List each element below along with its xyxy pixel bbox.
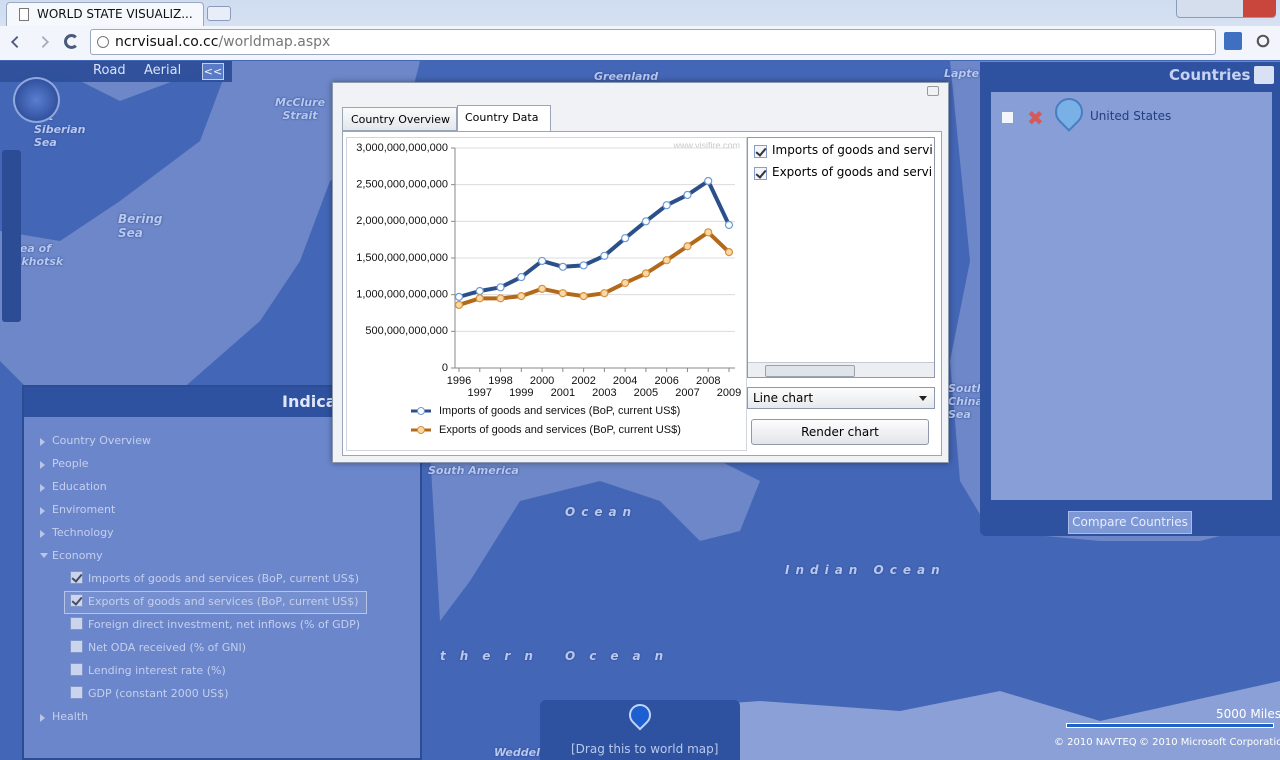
browser-chrome: WORLD STATE VISUALIZ... ncrvisual.co.cc/… <box>0 0 1280 60</box>
reload-button[interactable] <box>64 34 79 49</box>
scroll-thumb[interactable] <box>765 365 855 377</box>
series-checkbox[interactable] <box>754 145 767 158</box>
collapse-button[interactable] <box>1254 66 1274 84</box>
drag-hint: [Drag this to world map] <box>571 742 719 756</box>
url: ncrvisual.co.cc/worldmap.aspx <box>115 34 330 50</box>
new-tab[interactable] <box>207 6 231 21</box>
countries-panel: Countries ✖ United States Compare Countr… <box>980 62 1280 536</box>
tab[interactable]: Country Overview <box>342 107 457 131</box>
land <box>430 441 760 621</box>
indicator-item[interactable]: Net ODA received (% of GNI) <box>88 641 247 654</box>
road-button[interactable]: Road <box>93 63 126 78</box>
map-label: thern Ocean <box>440 649 678 663</box>
panel-title: Indica <box>282 392 337 411</box>
tab-title: WORLD STATE VISUALIZ... <box>37 7 193 21</box>
indicator-item[interactable]: Imports of goods and services (BoP, curr… <box>88 572 360 585</box>
indicator-item[interactable]: Exports of goods and services (BoP, curr… <box>88 595 359 608</box>
land <box>0 61 420 391</box>
render-button[interactable]: Render chart <box>751 419 929 445</box>
tree-group[interactable]: Technology <box>52 526 114 539</box>
tree-group[interactable]: Education <box>52 480 107 493</box>
tree-group[interactable]: Enviroment <box>52 503 116 516</box>
chart-dialog: Country Overview Country Data Imports of… <box>332 82 949 463</box>
forward-button[interactable] <box>37 36 49 48</box>
map-label: Bering Sea <box>118 212 163 240</box>
dropdown-arrow <box>919 396 927 401</box>
aerial-button[interactable]: Aerial <box>144 63 182 78</box>
indicator-checkbox[interactable] <box>70 617 83 630</box>
settings-button[interactable] <box>1256 34 1270 48</box>
series-checkbox[interactable] <box>754 167 767 180</box>
expander[interactable] <box>40 553 48 558</box>
map-label: McClure Strait <box>275 96 326 122</box>
tree-group[interactable]: Health <box>52 710 89 723</box>
selection <box>64 591 367 614</box>
map-label: Indian Ocean <box>785 563 946 577</box>
pin-icon <box>1049 92 1089 132</box>
series-list: Imports of goods and services Exports of… <box>747 137 935 378</box>
address-bar[interactable]: ncrvisual.co.cc/worldmap.aspx <box>90 29 1216 55</box>
scale-bar <box>1066 723 1274 728</box>
back-button[interactable] <box>11 36 23 48</box>
indicator-item[interactable]: Foreign direct investment, net inflows (… <box>88 618 360 631</box>
close-window[interactable] <box>1243 0 1276 17</box>
url-path: /worldmap.aspx <box>218 34 331 50</box>
toolbar: ncrvisual.co.cc/worldmap.aspx <box>0 26 1280 60</box>
tab[interactable]: WORLD STATE VISUALIZ... <box>6 2 204 26</box>
country-list: ✖ United States <box>991 92 1272 500</box>
expander[interactable] <box>40 461 45 469</box>
series-item[interactable]: Exports of goods and services <box>772 165 932 179</box>
collapse-button[interactable]: << <box>202 63 224 80</box>
page-icon <box>97 36 109 48</box>
tree-group[interactable]: Economy <box>52 549 103 562</box>
tree-group[interactable]: Country Overview <box>52 434 151 447</box>
map-scale: 5000 Miles <box>1216 707 1280 721</box>
scrollbar[interactable] <box>748 362 934 377</box>
indicator-checkbox[interactable] <box>70 571 83 584</box>
map-label: Sea of Okhotsk <box>12 242 64 268</box>
tree-group[interactable]: People <box>52 457 89 470</box>
map-style-bar: Road Aerial << <box>0 61 232 82</box>
pan-control[interactable] <box>13 77 60 123</box>
zoom-slider[interactable] <box>2 150 21 322</box>
indicator-item[interactable]: GDP (constant 2000 US$) <box>88 687 229 700</box>
expander[interactable] <box>40 438 45 446</box>
drag-pin-panel[interactable]: [Drag this to world map] <box>540 699 740 760</box>
map-label: South America <box>428 464 519 477</box>
compare-button[interactable]: Compare Countries <box>1068 511 1192 534</box>
expander[interactable] <box>40 530 45 538</box>
series-item[interactable]: Imports of goods and services <box>772 143 932 157</box>
country-checkbox[interactable] <box>1001 111 1014 124</box>
copyright: © 2010 Microsoft Corporation <box>1139 737 1280 748</box>
expander[interactable] <box>40 714 45 722</box>
window-controls[interactable] <box>1176 0 1276 18</box>
map-label: Ocean <box>565 505 638 519</box>
pin-icon[interactable] <box>624 699 656 731</box>
indicator-checkbox[interactable] <box>70 594 83 607</box>
indicator-checkbox[interactable] <box>70 640 83 653</box>
country-name[interactable]: United States <box>1090 109 1172 123</box>
expander[interactable] <box>40 507 45 515</box>
url-host: ncrvisual.co.cc <box>115 34 219 50</box>
close-dialog[interactable] <box>927 86 939 96</box>
chart-frame <box>346 137 747 451</box>
copyright: © 2010 NAVTEQ <box>1054 737 1137 748</box>
indicator-item[interactable]: Lending interest rate (%) <box>88 664 226 677</box>
dropdown-value: Line chart <box>753 391 814 405</box>
indicator-checkbox[interactable] <box>70 663 83 676</box>
download-button[interactable] <box>1224 32 1242 50</box>
remove-icon[interactable]: ✖ <box>1027 106 1044 130</box>
chart-type-dropdown[interactable]: Line chart <box>747 387 935 409</box>
map-label: South China Sea <box>948 382 985 421</box>
land <box>560 681 1280 760</box>
panel-title: Countries <box>1169 66 1251 84</box>
expander[interactable] <box>40 484 45 492</box>
tab-icon <box>19 8 29 21</box>
map-label: Greenland <box>594 70 659 83</box>
indicator-checkbox[interactable] <box>70 686 83 699</box>
indicator-tree: Country Overview People Education Enviromen… <box>24 417 420 758</box>
tab-active[interactable]: Country Data <box>457 105 551 132</box>
